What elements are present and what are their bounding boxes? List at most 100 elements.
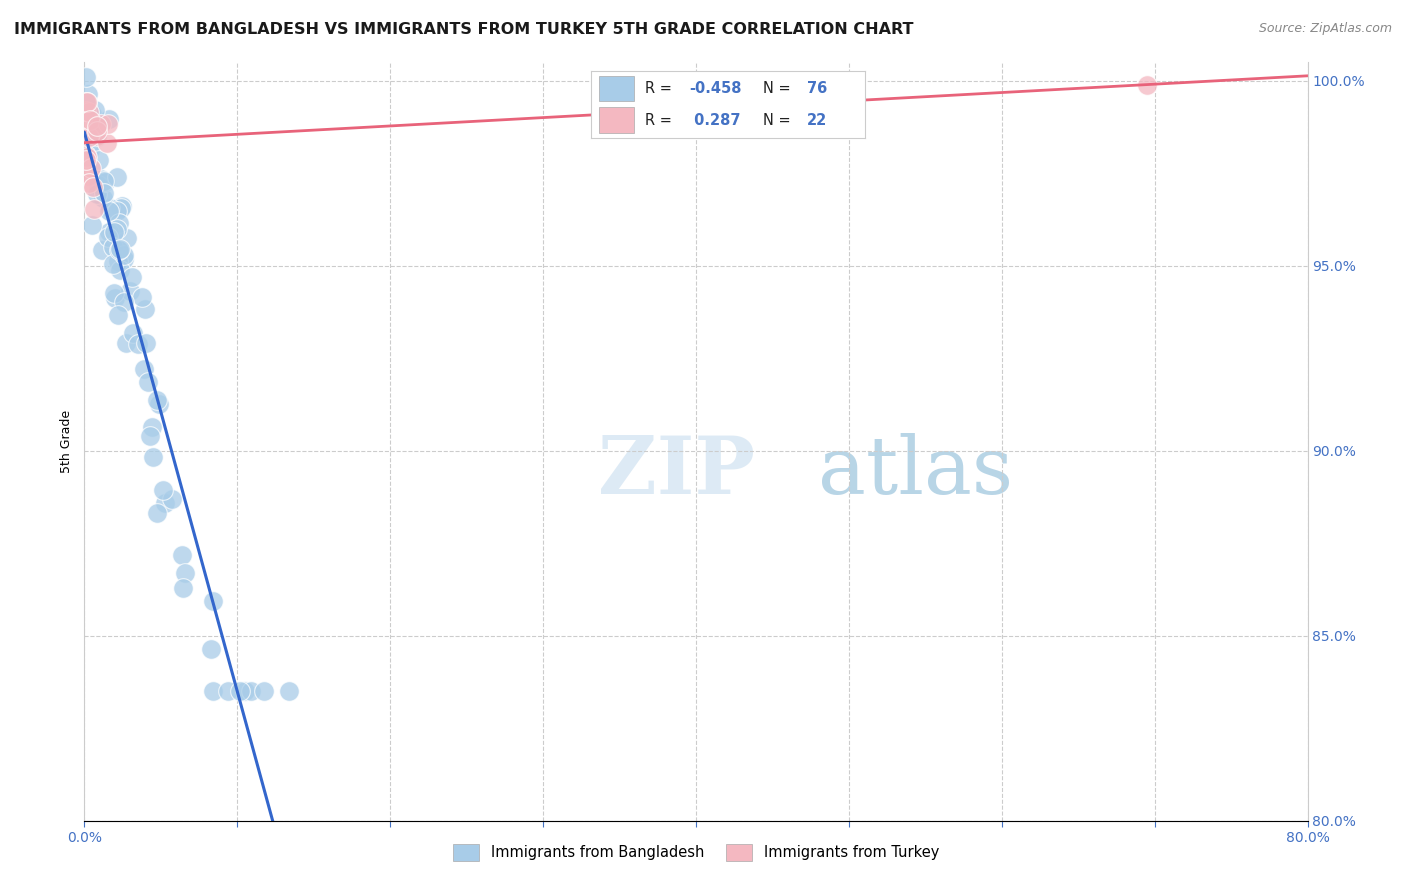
Point: [77, 87, 100, 101]
Point: [160, 492, 183, 507]
Point: [90, 171, 112, 186]
Point: [93, 186, 115, 200]
Y-axis label: 5th Grade: 5th Grade: [60, 410, 73, 473]
Point: [77, 105, 100, 120]
Text: 0.287: 0.287: [689, 112, 741, 128]
Point: [112, 248, 135, 262]
Point: [75, 104, 97, 119]
Point: [75, 151, 97, 165]
Point: [76, 95, 98, 109]
Point: [103, 286, 125, 301]
Point: [174, 566, 197, 581]
Point: [217, 684, 239, 698]
Point: [91, 191, 114, 205]
Point: [132, 361, 155, 376]
Point: [97, 230, 120, 244]
Point: [118, 284, 141, 298]
Point: [136, 376, 159, 390]
Text: ZIP: ZIP: [598, 433, 755, 511]
Point: [77, 139, 100, 153]
Point: [107, 308, 129, 322]
Point: [233, 684, 256, 698]
Point: [122, 326, 145, 340]
Point: [105, 170, 128, 185]
Point: [86, 186, 108, 201]
Point: [1136, 78, 1159, 92]
Point: [75, 153, 97, 167]
Bar: [599, 76, 634, 102]
Point: [108, 242, 131, 256]
Point: [112, 295, 135, 310]
Point: [103, 225, 125, 239]
Point: [75, 70, 97, 85]
Point: [89, 117, 111, 131]
Point: [110, 263, 132, 277]
Point: [200, 642, 222, 657]
Point: [127, 337, 149, 351]
Point: [87, 178, 110, 192]
Point: [86, 129, 108, 144]
Point: [239, 684, 262, 698]
Point: [105, 204, 128, 219]
Point: [80, 107, 103, 121]
Point: [115, 231, 138, 245]
Point: [93, 175, 115, 189]
Text: atlas: atlas: [818, 433, 1014, 511]
Point: [146, 506, 169, 520]
Point: [87, 153, 110, 168]
Point: [80, 218, 103, 232]
Text: N =: N =: [763, 81, 796, 96]
Point: [148, 397, 170, 411]
Point: [80, 161, 103, 176]
Bar: [599, 108, 634, 133]
Text: IMMIGRANTS FROM BANGLADESH VS IMMIGRANTS FROM TURKEY 5TH GRADE CORRELATION CHART: IMMIGRANTS FROM BANGLADESH VS IMMIGRANTS…: [14, 22, 914, 37]
Point: [75, 116, 97, 130]
Point: [139, 429, 162, 443]
Text: Source: ZipAtlas.com: Source: ZipAtlas.com: [1258, 22, 1392, 36]
Text: R =: R =: [645, 112, 676, 128]
Point: [170, 549, 193, 563]
Point: [114, 336, 136, 351]
Point: [172, 581, 194, 595]
Point: [101, 240, 124, 254]
Point: [228, 684, 250, 698]
Point: [112, 252, 135, 266]
Point: [108, 216, 131, 230]
Point: [97, 225, 120, 239]
Point: [86, 120, 108, 134]
Point: [201, 684, 224, 698]
Point: [131, 290, 153, 304]
Point: [90, 243, 112, 257]
Point: [107, 243, 129, 257]
Point: [84, 103, 107, 117]
Point: [77, 133, 100, 147]
Point: [75, 147, 97, 161]
Point: [110, 201, 132, 215]
Legend: Immigrants from Bangladesh, Immigrants from Turkey: Immigrants from Bangladesh, Immigrants f…: [447, 838, 945, 866]
Text: N =: N =: [763, 112, 796, 128]
Point: [253, 684, 276, 698]
Point: [155, 496, 177, 510]
Point: [77, 130, 100, 145]
Point: [96, 136, 118, 150]
Point: [86, 124, 108, 138]
Text: 22: 22: [807, 112, 827, 128]
Point: [104, 291, 127, 305]
Point: [76, 95, 98, 109]
Point: [93, 173, 115, 187]
Point: [86, 130, 108, 145]
Point: [76, 150, 98, 164]
Point: [145, 393, 167, 408]
Text: R =: R =: [645, 81, 676, 96]
Point: [110, 199, 132, 213]
Point: [97, 117, 120, 131]
Point: [77, 177, 100, 191]
Text: 76: 76: [807, 81, 827, 96]
Point: [82, 180, 104, 194]
Point: [141, 420, 163, 434]
Point: [101, 257, 124, 271]
Point: [98, 204, 121, 219]
Point: [277, 684, 299, 698]
Point: [79, 113, 101, 128]
Point: [98, 201, 121, 215]
